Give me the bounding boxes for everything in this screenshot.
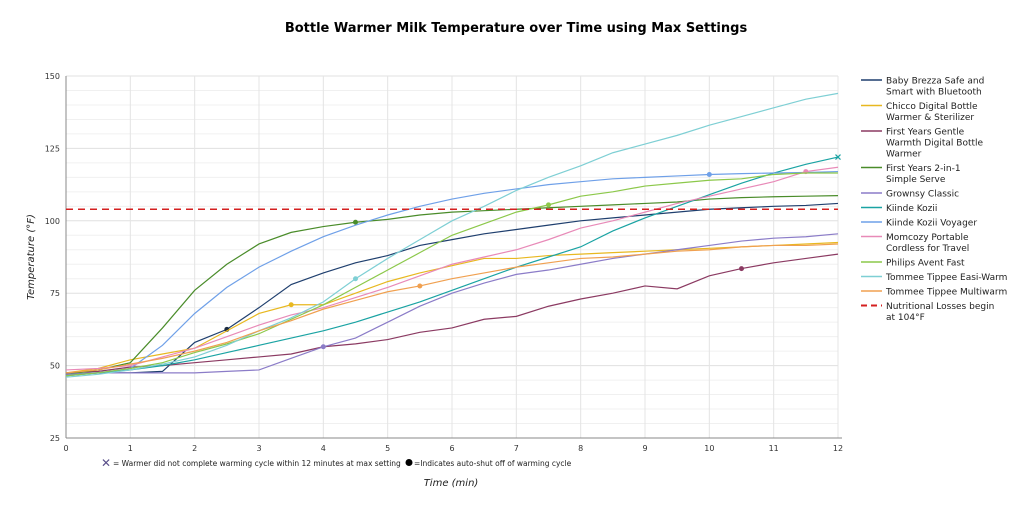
series-line: [65, 253, 839, 374]
legend-label: First Years 2-in-1 Simple Serve: [886, 164, 961, 185]
legend-label: Kiinde Kozii Voyager: [886, 219, 977, 229]
x-marker: [835, 154, 841, 161]
series-line: [65, 156, 839, 377]
y-tick-label: 50: [50, 362, 60, 371]
legend-label: Tommee Tippee Easi-Warm: [885, 273, 1007, 283]
footnote-x-text: = Warmer did not complete warming cycle …: [113, 459, 401, 468]
y-tick-label: 125: [45, 144, 60, 153]
x-tick-label: 12: [833, 444, 843, 453]
auto-shutoff-marker: [288, 302, 294, 308]
legend-item: Tommee Tippee Easi-Warm: [861, 273, 1007, 283]
series-line: [65, 233, 839, 375]
x-tick-label: 11: [769, 444, 779, 453]
chart-title: Bottle Warmer Milk Temperature over Time…: [285, 21, 748, 36]
legend-label: Baby Brezza Safe and Smart with Bluetooth: [886, 77, 984, 98]
legend-item: Momcozy Portable Cordless for Travel: [861, 233, 969, 254]
legend-item: Kiinde Kozii: [861, 204, 937, 214]
x-tick-label: 2: [192, 444, 197, 453]
legend-item: Philips Avent Fast: [861, 259, 965, 269]
x-tick-label: 10: [704, 444, 714, 453]
x-axis-label: Time (min): [424, 478, 479, 489]
auto-shutoff-marker: [353, 219, 358, 225]
legend-label: Chicco Digital Bottle Warmer & Sterilizer: [886, 102, 978, 123]
x-tick-label: 0: [63, 444, 68, 453]
x-tick-label: 7: [514, 444, 519, 453]
x-tick-label: 4: [321, 444, 326, 453]
legend-label: Grownsy Classic: [886, 190, 959, 200]
legend-item: Grownsy Classic: [861, 190, 959, 200]
legend-item: First Years 2-in-1 Simple Serve: [861, 164, 961, 185]
x-marker-icon: ✕: [101, 456, 111, 470]
legend-label: Kiinde Kozii: [886, 204, 937, 214]
legend-item: Tommee Tippee Multiwarm: [861, 288, 1007, 298]
legend-label: Nutritional Losses begin at 104°F: [886, 302, 994, 323]
y-tick-label: 75: [50, 289, 60, 298]
auto-shutoff-marker: [353, 276, 358, 282]
series-line: [65, 166, 839, 371]
grid: [65, 75, 839, 439]
auto-shutoff-marker: [546, 202, 551, 208]
y-tick-label: 150: [45, 72, 60, 81]
series-line: [65, 195, 839, 375]
x-tick-label: 6: [449, 444, 454, 453]
footnote: ✕ = Warmer did not complete warming cycl…: [101, 456, 572, 470]
series-line: [65, 243, 839, 374]
x-tick-label: 8: [578, 444, 583, 453]
x-tick-label: 9: [642, 444, 647, 453]
legend-label: First Years Gentle Warmth Digital Bottle W…: [886, 128, 984, 160]
legend-label: Momcozy Portable Cordless for Travel: [886, 233, 969, 254]
legend-label: Tommee Tippee Multiwarm: [885, 288, 1007, 298]
x-tick-label: 3: [256, 444, 261, 453]
legend-label: Philips Avent Fast: [886, 259, 965, 269]
dot-marker-icon: [405, 459, 413, 466]
y-tick-label: 100: [45, 217, 60, 226]
series-lines: [65, 92, 841, 378]
legend-item: First Years Gentle Warmth Digital Bottle W…: [861, 128, 984, 160]
auto-shutoff-marker: [706, 171, 712, 177]
auto-shutoff-marker: [417, 283, 423, 289]
series-line: [65, 92, 839, 378]
series-line: [65, 172, 838, 377]
legend-item: Chicco Digital Bottle Warmer & Sterilizer: [861, 102, 978, 123]
series-line: [65, 202, 839, 375]
legend-item: Nutritional Losses begin at 104°F: [861, 302, 994, 323]
x-tick-label: 5: [385, 444, 390, 453]
x-tick-label: 1: [128, 444, 133, 453]
y-tick-label: 25: [50, 434, 60, 443]
legend: Baby Brezza Safe and Smart with Bluetooth…: [861, 77, 1007, 323]
y-axis-label: Temperature (°F): [26, 214, 37, 300]
legend-item: Baby Brezza Safe and Smart with Bluetooth: [861, 77, 984, 98]
auto-shutoff-marker: [320, 344, 326, 350]
auto-shutoff-marker: [739, 266, 744, 272]
legend-item: Kiinde Kozii Voyager: [861, 219, 977, 229]
footnote-dot-text: =Indicates auto-shut off of warming cycl…: [414, 459, 572, 468]
